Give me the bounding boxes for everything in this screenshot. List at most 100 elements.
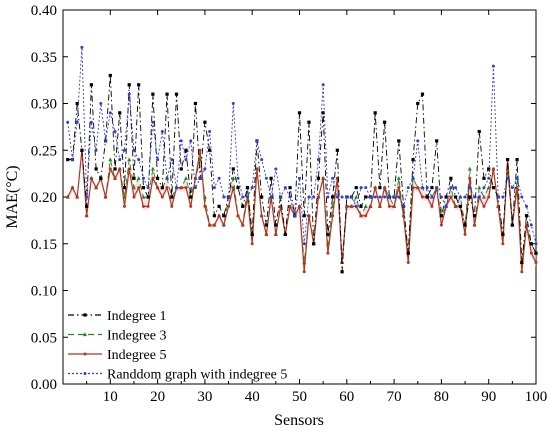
data-point xyxy=(458,204,462,208)
data-point xyxy=(156,176,160,180)
data-point xyxy=(156,186,160,190)
data-point xyxy=(241,204,245,208)
data-point xyxy=(425,195,429,199)
data-point xyxy=(108,167,112,171)
data-point xyxy=(420,92,425,96)
data-point xyxy=(472,214,477,218)
data-point xyxy=(264,232,268,236)
data-point xyxy=(354,194,359,199)
data-point xyxy=(104,139,108,143)
data-point xyxy=(189,195,193,199)
legend-label: Randdom graph with indegree 5 xyxy=(107,368,287,383)
data-point xyxy=(520,195,524,199)
data-point xyxy=(99,102,103,105)
data-point xyxy=(506,158,510,162)
data-point xyxy=(491,167,495,171)
data-point xyxy=(364,195,368,199)
x-tick-label: 60 xyxy=(339,389,354,405)
data-point xyxy=(189,139,193,143)
y-tick-label: 0.30 xyxy=(31,97,57,113)
data-point xyxy=(435,139,439,143)
data-point xyxy=(491,186,496,190)
data-point xyxy=(354,186,358,190)
data-point xyxy=(113,176,117,180)
x-tick-label: 50 xyxy=(292,389,307,405)
data-point xyxy=(212,186,216,190)
data-point xyxy=(340,195,344,199)
data-point xyxy=(312,195,316,199)
data-point xyxy=(217,214,221,218)
data-point xyxy=(66,120,70,124)
data-point xyxy=(302,270,306,274)
x-tick-label: 100 xyxy=(525,389,548,405)
data-point xyxy=(496,195,500,199)
legend-marker xyxy=(83,313,87,317)
data-point xyxy=(449,195,453,199)
data-point xyxy=(316,176,321,180)
y-tick-label: 0.15 xyxy=(31,237,57,253)
data-point xyxy=(241,195,245,199)
data-point xyxy=(94,148,98,152)
data-point xyxy=(184,148,188,152)
data-point xyxy=(80,45,84,49)
data-point xyxy=(118,158,122,162)
data-point xyxy=(468,195,472,199)
data-point xyxy=(85,195,89,199)
data-point xyxy=(350,195,354,199)
data-point xyxy=(515,158,519,162)
data-point xyxy=(510,186,514,190)
data-point xyxy=(397,186,401,190)
data-point xyxy=(245,195,249,199)
data-point xyxy=(132,148,136,152)
data-point xyxy=(227,204,231,208)
data-point xyxy=(89,83,93,87)
y-axis-title: MAE(°C) xyxy=(4,165,21,228)
data-point xyxy=(146,186,150,190)
data-point xyxy=(260,195,264,199)
data-point xyxy=(482,176,486,180)
data-point xyxy=(397,139,401,143)
data-point xyxy=(392,195,396,199)
data-point xyxy=(231,102,235,105)
data-point xyxy=(402,204,406,208)
data-point xyxy=(316,158,320,162)
data-point xyxy=(520,270,524,274)
data-point xyxy=(151,92,155,96)
y-tick-label: 0.25 xyxy=(31,143,57,159)
data-point xyxy=(184,186,188,190)
data-point xyxy=(482,186,486,190)
data-point xyxy=(307,120,311,124)
y-tick-label: 0.40 xyxy=(31,3,57,19)
data-point xyxy=(208,130,212,134)
data-point xyxy=(453,195,458,199)
data-point xyxy=(477,185,482,190)
y-tick-label: 0.10 xyxy=(31,284,57,300)
data-point xyxy=(449,186,453,190)
data-point xyxy=(269,195,273,199)
data-point xyxy=(183,176,188,180)
data-point xyxy=(198,176,202,180)
data-point xyxy=(420,186,424,190)
data-point xyxy=(316,195,320,199)
data-point xyxy=(383,186,387,190)
data-point xyxy=(264,176,268,180)
data-point xyxy=(174,92,179,96)
data-point xyxy=(75,101,79,106)
data-point xyxy=(335,148,339,152)
data-point xyxy=(255,139,259,143)
y-tick-label: 0.20 xyxy=(31,190,57,206)
data-point xyxy=(302,214,306,218)
data-point xyxy=(444,195,448,199)
data-point xyxy=(321,83,325,87)
data-point xyxy=(364,186,368,190)
data-point xyxy=(430,186,434,190)
data-point xyxy=(439,223,443,227)
series-line xyxy=(67,150,537,272)
y-tick-label: 0.35 xyxy=(31,50,57,66)
data-point xyxy=(340,270,344,274)
data-point xyxy=(179,186,183,190)
legend-label: Indegree 3 xyxy=(107,329,166,344)
data-point xyxy=(288,204,292,208)
data-point xyxy=(85,214,89,218)
